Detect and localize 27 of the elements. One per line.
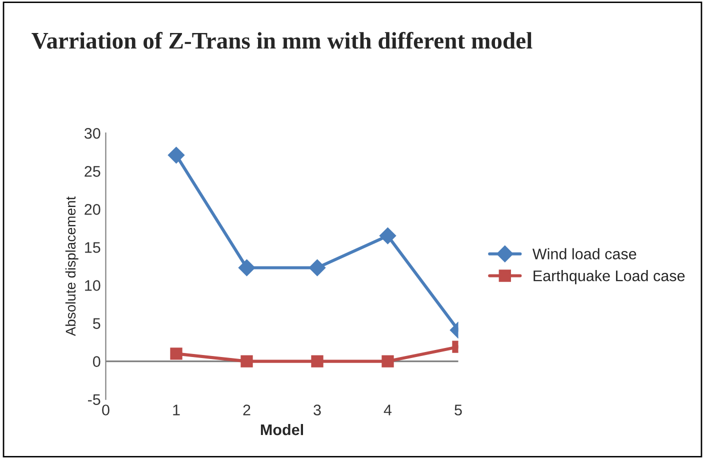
point <box>379 227 396 244</box>
chart-title: Varriation of Z-Trans in mm with different model <box>32 32 532 49</box>
y-tick-label: 25 <box>84 166 100 177</box>
x-tick-label: 3 <box>314 404 321 416</box>
y-tick-label: 30 <box>84 128 100 139</box>
legend-label: Earthquake Load case <box>534 270 685 284</box>
point <box>238 259 256 276</box>
x-tick-label: 1 <box>173 404 180 416</box>
y-tick-label: -5 <box>88 394 100 406</box>
x-tick-label: 5 <box>454 404 462 416</box>
y-tick-label: 20 <box>84 204 100 215</box>
point <box>170 348 182 360</box>
legend-label: Wind load case <box>532 248 636 260</box>
x-tick-label: 2 <box>243 404 250 416</box>
y-tick-label: 10 <box>85 280 100 291</box>
x-tick-label: 4 <box>384 404 392 416</box>
x-tick-label: 0 <box>102 404 110 416</box>
point <box>311 355 324 368</box>
point <box>240 355 253 368</box>
y-tick-label: 0 <box>92 356 100 367</box>
point <box>382 355 394 368</box>
x-axis-title: Model <box>260 424 303 436</box>
y-tick-label: 15 <box>85 242 100 253</box>
point <box>308 259 326 276</box>
y-tick-label: 5 <box>93 318 100 329</box>
y-axis-title: Absolute displacement <box>65 196 78 336</box>
point <box>168 146 185 164</box>
